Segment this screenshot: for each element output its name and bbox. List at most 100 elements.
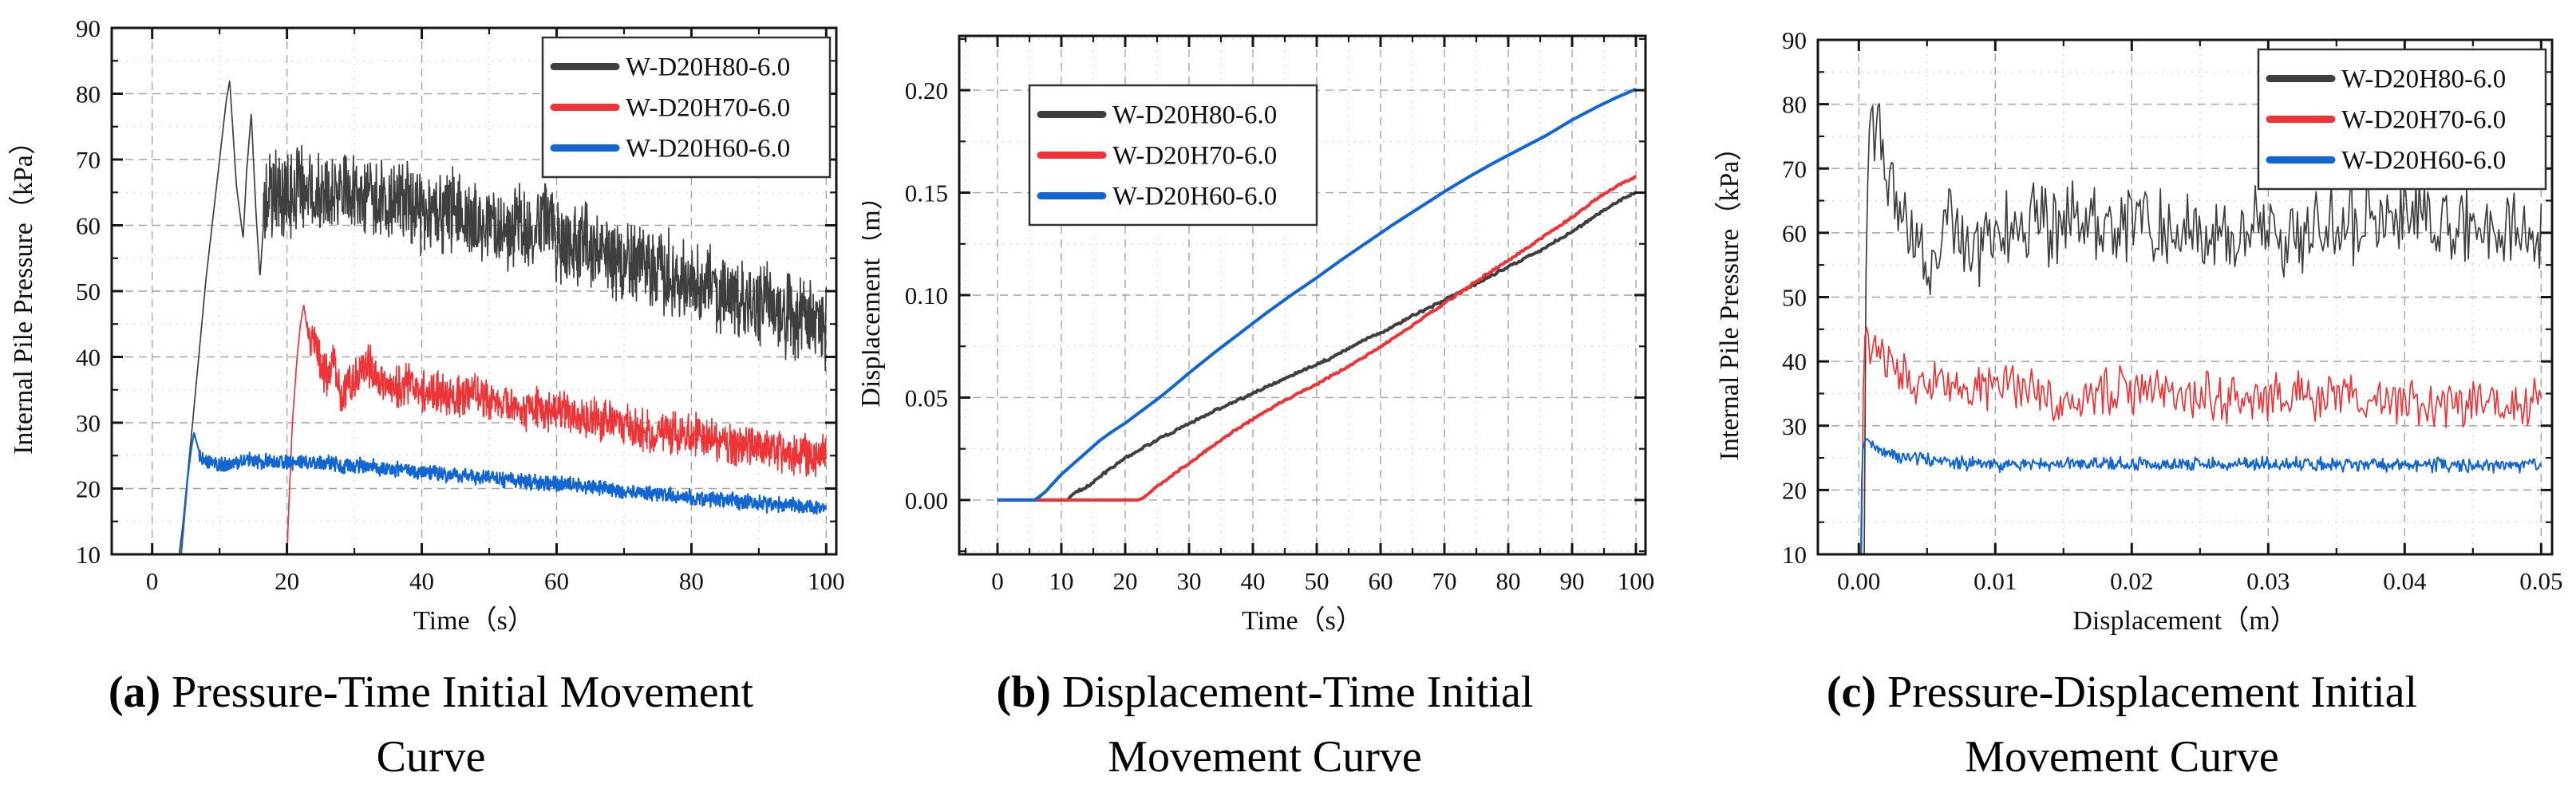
caption-c-marker: (c) <box>1826 668 1877 717</box>
series-line-W-D20H60-6.0 <box>1859 438 2542 554</box>
caption-c-line2: Movement Curve <box>1965 732 2279 782</box>
y-tick-label: 20 <box>1782 476 1807 504</box>
y-tick-label: 40 <box>76 344 101 372</box>
x-tick-label: 20 <box>275 567 299 595</box>
y-tick-label: 50 <box>1782 284 1807 312</box>
y-axis-label: Internal Pile Pressure（kPa） <box>8 128 38 455</box>
x-tick-label: 60 <box>1369 567 1393 595</box>
legend-label-W-D20H60-6.0: W-D20H60-6.0 <box>626 135 790 164</box>
series-line-W-D20H60-6.0 <box>180 431 828 554</box>
legend-label-W-D20H80-6.0: W-D20H80-6.0 <box>2341 65 2506 94</box>
series-line-W-D20H60-6.0 <box>997 87 1637 502</box>
caption-c: (c) Pressure-Displacement Initial Movemen… <box>1668 660 2576 790</box>
legend-label-W-D20H80-6.0: W-D20H80-6.0 <box>1112 101 1277 130</box>
y-tick-label: 10 <box>76 541 101 569</box>
y-tick-label: 30 <box>1782 412 1807 440</box>
x-tick-label: 0.04 <box>2383 567 2427 595</box>
y-tick-label: 90 <box>76 14 101 42</box>
caption-b-line2: Movement Curve <box>1108 732 1422 782</box>
caption-a-line1: (a) Pressure-Time Initial Movement <box>108 668 754 717</box>
y-tick-label: 70 <box>1782 155 1807 183</box>
x-tick-label: 40 <box>1241 567 1266 595</box>
legend: W-D20H80-6.0 W-D20H70-6.0 W-D20H60-6.0 <box>1028 84 1318 227</box>
y-tick-label: 40 <box>1782 348 1807 376</box>
x-tick-label: 10 <box>1049 567 1074 595</box>
series-line-W-D20H80-6.0 <box>1863 103 2542 554</box>
series-line-W-D20H70-6.0 <box>286 305 828 554</box>
caption-b: (b) Displacement-Time Initial Movement Cu… <box>862 660 1668 790</box>
y-tick-label: 50 <box>76 278 101 305</box>
y-tick-label: 0.10 <box>905 282 948 309</box>
y-tick-label: 20 <box>76 475 101 503</box>
series-lines <box>997 87 1638 502</box>
x-tick-label: 0.02 <box>2110 567 2153 595</box>
x-tick-label: 0.03 <box>2246 567 2290 595</box>
caption-b-line1: (b) Displacement-Time Initial <box>996 668 1534 717</box>
panel-b: 0 10 20 30 40 50 60 70 80 90 100 0.00 0.05 0.10 0.15 0.… <box>862 0 1668 790</box>
x-tick-label: 100 <box>1618 567 1655 595</box>
tick-labels: 0.00 0.01 0.02 0.03 0.04 0.05 10 20 30 40 50 60 70 80… <box>1782 26 2562 595</box>
x-tick-label: 80 <box>679 567 704 595</box>
caption-a-line2: Curve <box>376 732 486 782</box>
x-axis-label: Time（s） <box>1242 605 1363 636</box>
legend: W-D20H80-6.0 W-D20H70-6.0 W-D20H60-6.0 <box>541 36 832 179</box>
panel-c: 0.00 0.01 0.02 0.03 0.04 0.05 10 20 30 40 50 60 70 80… <box>1668 0 2576 790</box>
x-tick-label: 0 <box>991 567 1004 595</box>
x-tick-label: 0.01 <box>1973 567 2017 595</box>
x-tick-label: 70 <box>1432 567 1457 595</box>
y-tick-label: 10 <box>1782 541 1807 569</box>
legend-label-W-D20H60-6.0: W-D20H60-6.0 <box>2341 147 2506 175</box>
x-tick-label: 80 <box>1496 567 1521 595</box>
y-tick-label: 30 <box>76 409 101 437</box>
y-tick-label: 80 <box>76 81 101 108</box>
y-tick-label: 60 <box>1782 219 1807 247</box>
chart-a-pressure-time: 0 20 40 60 80 100 10 20 30 40 50 60 70 80 90 Time（s） Int… <box>8 14 845 636</box>
y-tick-label: 70 <box>76 146 101 174</box>
y-tick-label: 0.20 <box>905 77 948 104</box>
legend: W-D20H80-6.0 W-D20H70-6.0 W-D20H60-6.0 <box>2257 48 2547 191</box>
y-tick-label: 90 <box>1782 26 1807 54</box>
legend-label-W-D20H70-6.0: W-D20H70-6.0 <box>1112 142 1277 171</box>
caption-b-marker: (b) <box>996 668 1051 717</box>
chart-c-pressure-displacement: 0.00 0.01 0.02 0.03 0.04 0.05 10 20 30 40 50 60 70 80… <box>1714 26 2562 636</box>
panel-a: 0 20 40 60 80 100 10 20 30 40 50 60 70 80 90 Time（s） Int… <box>0 0 862 790</box>
y-tick-label: 0.00 <box>905 487 948 514</box>
x-tick-label: 60 <box>544 567 569 595</box>
series-line-W-D20H70-6.0 <box>1860 326 2542 554</box>
tick-labels: 0 20 40 60 80 100 10 20 30 40 50 60 70 80 90 <box>76 14 845 595</box>
legend-label-W-D20H60-6.0: W-D20H60-6.0 <box>1112 183 1277 211</box>
y-axis-label: Internal Pile Pressure（kPa） <box>1714 134 1744 461</box>
y-axis-label: Displacement（m） <box>862 183 886 407</box>
x-axis-label: Displacement（m） <box>2072 605 2297 636</box>
legend-label-W-D20H70-6.0: W-D20H70-6.0 <box>626 94 790 123</box>
y-tick-label: 0.15 <box>905 179 948 207</box>
series-lines <box>1859 103 2542 554</box>
caption-a-marker: (a) <box>108 668 161 717</box>
x-axis-label: Time（s） <box>413 605 535 636</box>
y-tick-label: 60 <box>76 212 101 240</box>
legend-label-W-D20H70-6.0: W-D20H70-6.0 <box>2341 106 2506 135</box>
axis-ticks <box>1818 38 2552 556</box>
y-tick-label: 80 <box>1782 91 1807 119</box>
legend-label-W-D20H80-6.0: W-D20H80-6.0 <box>626 53 790 82</box>
x-tick-label: 30 <box>1177 567 1202 595</box>
x-tick-label: 20 <box>1113 567 1138 595</box>
series-line-W-D20H70-6.0 <box>997 175 1637 502</box>
chart-b-displacement-time: 0 10 20 30 40 50 60 70 80 90 100 0.00 0.05 0.10 0.15 0.… <box>862 34 1655 636</box>
series-line-W-D20H80-6.0 <box>178 80 828 554</box>
x-tick-label: 0.00 <box>1837 567 1880 595</box>
axis-ticks <box>959 36 1646 554</box>
axis-ticks <box>112 26 836 556</box>
x-tick-label: 40 <box>409 567 434 595</box>
x-tick-label: 90 <box>1560 567 1585 595</box>
y-tick-label: 0.05 <box>905 384 948 412</box>
series-lines <box>178 80 828 554</box>
caption-a: (a) Pressure-Time Initial Movement Curve <box>0 660 862 790</box>
tick-labels: 0 10 20 30 40 50 60 70 80 90 100 0.00 0.05 0.10 0.15 0.… <box>905 77 1655 595</box>
caption-c-line1: (c) Pressure-Displacement Initial <box>1826 668 2418 717</box>
series-line-W-D20H80-6.0 <box>997 191 1638 502</box>
x-tick-label: 0.05 <box>2519 567 2562 595</box>
x-tick-label: 100 <box>808 567 845 595</box>
x-tick-label: 50 <box>1305 567 1329 595</box>
